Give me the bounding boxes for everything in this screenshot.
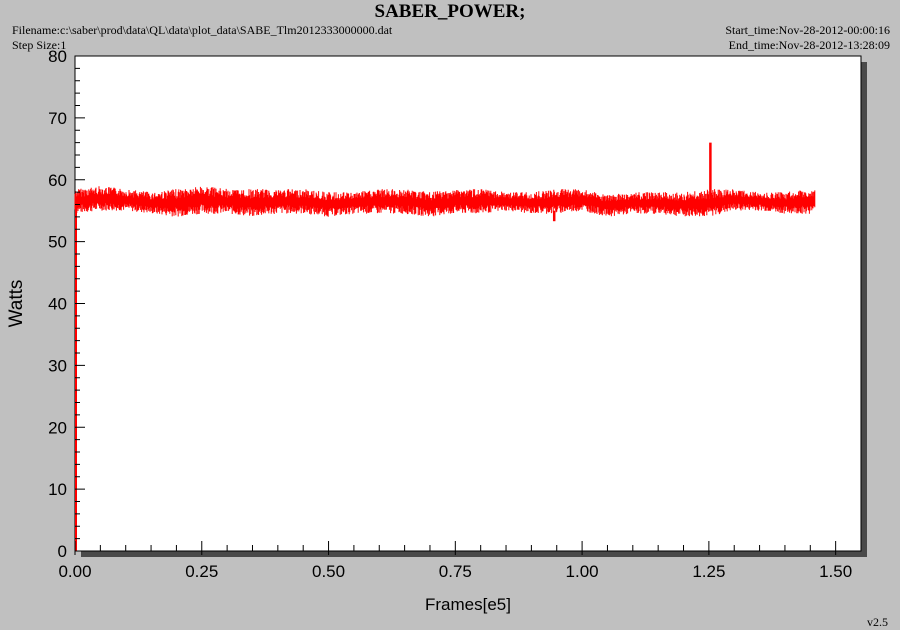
series-layer <box>74 142 816 551</box>
chart-title: SABER_POWER; <box>374 1 526 22</box>
y-tick-label: 60 <box>48 171 67 190</box>
y-tick-label: 30 <box>48 356 67 375</box>
x-tick-label: 1.00 <box>566 562 599 581</box>
y-axis-label: Watts <box>6 280 27 328</box>
x-tick-label: 1.50 <box>819 562 852 581</box>
y-tick-label: 80 <box>48 47 67 66</box>
y-tick-label: 50 <box>48 233 67 252</box>
end-time-label: End_time:Nov-28-2012-13:28:09 <box>728 38 890 52</box>
y-tick-label: 40 <box>48 295 67 314</box>
x-tick-label: 0.25 <box>185 562 218 581</box>
x-tick-label: 1.25 <box>692 562 725 581</box>
x-axis-label: Frames[e5] <box>425 595 511 614</box>
step-size-label: Step Size:1 <box>12 38 67 52</box>
version-label: v2.5 <box>867 615 888 629</box>
filename-label: Filename:c:\saber\prod\data\QL\data\plot… <box>12 23 393 37</box>
x-tick-label: 0.00 <box>58 562 91 581</box>
y-tick-label: 70 <box>48 109 67 128</box>
y-tick-label: 10 <box>48 480 67 499</box>
plot-area <box>74 55 862 552</box>
series-trace <box>74 186 816 217</box>
x-tick-label: 0.50 <box>312 562 345 581</box>
x-tick-label: 0.75 <box>439 562 472 581</box>
axes-layer <box>74 55 862 555</box>
labels-layer: 0 10 20 30 40 50 60 70 80 0.00 0.25 0.50 0.75 1.00 1.2… <box>6 47 852 614</box>
start-time-label: Start_time:Nov-28-2012-00:00:16 <box>725 23 890 37</box>
y-tick-label: 20 <box>48 418 67 437</box>
y-tick-label: 0 <box>58 542 67 561</box>
